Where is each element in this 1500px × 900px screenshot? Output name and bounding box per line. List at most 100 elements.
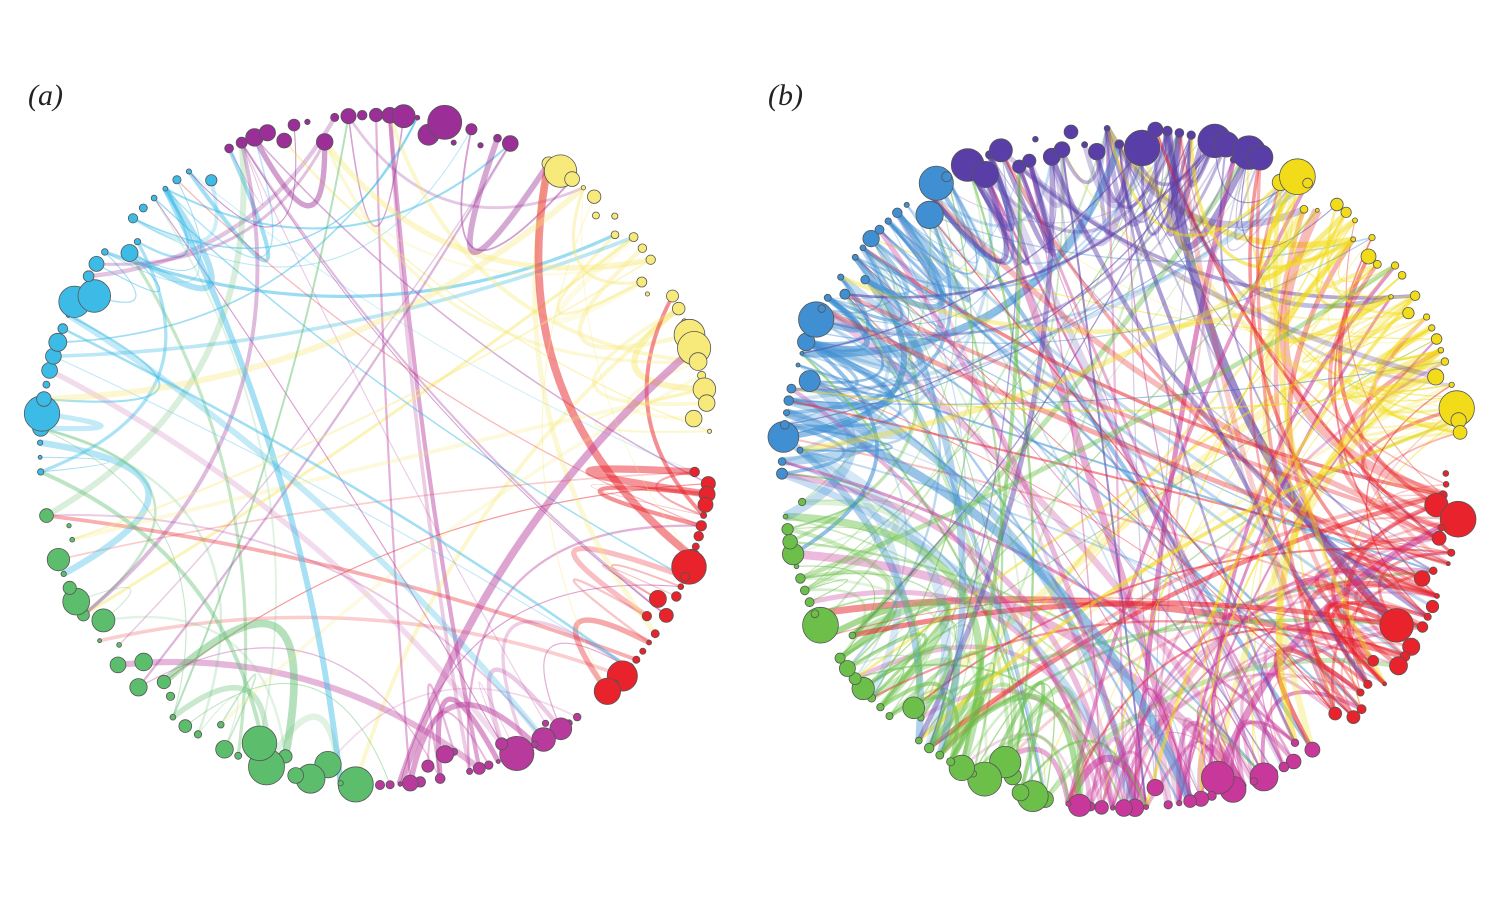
node: [224, 143, 234, 154]
edge: [809, 380, 1354, 718]
edge: [1281, 237, 1393, 344]
node: [1249, 777, 1258, 786]
node: [876, 703, 885, 712]
node: [1346, 710, 1361, 724]
edge: [39, 470, 269, 768]
edge: [839, 276, 1047, 800]
node: [839, 660, 856, 677]
edge: [967, 164, 1437, 344]
edge: [814, 597, 898, 670]
edge: [854, 256, 1336, 714]
node: [1201, 760, 1235, 795]
node: [39, 508, 54, 523]
edge: [1359, 315, 1450, 566]
edge: [597, 485, 708, 528]
edge: [1323, 263, 1396, 313]
edge: [804, 578, 848, 603]
node: [1123, 129, 1161, 167]
edge: [862, 338, 1437, 689]
node: [799, 350, 805, 356]
edge: [188, 124, 297, 228]
node: [46, 547, 71, 572]
node: [472, 762, 486, 775]
edge: [1272, 182, 1387, 686]
node: [1249, 762, 1279, 792]
edge: [966, 164, 1035, 777]
edge: [610, 563, 682, 600]
node: [287, 767, 305, 784]
edge: [799, 449, 1386, 685]
edge: [1364, 494, 1444, 540]
node: [1437, 523, 1446, 532]
edge: [1345, 220, 1444, 496]
node: [1163, 800, 1173, 810]
node: [1368, 234, 1376, 242]
node: [915, 200, 944, 229]
edge: [791, 383, 1452, 412]
edge: [827, 256, 904, 323]
edges: [39, 114, 710, 786]
edge: [801, 352, 1047, 800]
node: [859, 244, 867, 252]
node: [693, 531, 704, 542]
edge: [228, 142, 264, 206]
node: [1431, 530, 1447, 546]
edge: [781, 174, 993, 464]
edge: [71, 387, 705, 542]
node: [918, 165, 954, 201]
node: [823, 293, 832, 302]
node: [37, 468, 45, 476]
node: [782, 513, 789, 520]
node: [1437, 347, 1445, 354]
edge: [949, 132, 1181, 763]
edge: [626, 359, 699, 421]
network-a: [23, 104, 717, 803]
node: [697, 496, 714, 513]
node: [435, 745, 455, 764]
edge: [129, 179, 202, 271]
node: [120, 244, 139, 262]
node: [1114, 139, 1125, 150]
edge: [854, 204, 956, 306]
edge: [862, 209, 1318, 690]
edge: [40, 410, 104, 432]
edge: [1226, 152, 1299, 252]
edge: [801, 147, 1143, 355]
edge: [1198, 294, 1416, 799]
node: [1109, 805, 1116, 811]
node: [685, 409, 703, 428]
edge: [1386, 431, 1461, 496]
edge: [788, 399, 1449, 565]
node: [1032, 135, 1039, 143]
edge: [917, 418, 1460, 743]
node: [57, 323, 69, 334]
edge: [895, 212, 1126, 809]
edge: [1111, 567, 1434, 809]
node: [1183, 794, 1197, 808]
node: [138, 203, 148, 213]
edge: [798, 446, 903, 700]
node: [501, 135, 519, 152]
edge: [553, 234, 644, 324]
edge: [88, 116, 337, 279]
edge: [784, 408, 1195, 803]
edge: [1240, 152, 1338, 249]
node: [644, 291, 650, 297]
node: [450, 139, 457, 146]
node: [885, 712, 894, 721]
edge: [870, 238, 1437, 340]
node: [777, 457, 787, 466]
node: [36, 391, 52, 407]
edge: [585, 465, 708, 498]
node: [205, 174, 218, 187]
node: [1363, 679, 1373, 689]
edge: [347, 116, 405, 228]
node: [91, 608, 116, 633]
node: [397, 781, 403, 787]
node: [1330, 197, 1344, 212]
edge: [1122, 517, 1459, 809]
edge: [44, 142, 247, 519]
edge: [283, 140, 710, 432]
edge: [1330, 600, 1429, 686]
node: [817, 304, 826, 313]
